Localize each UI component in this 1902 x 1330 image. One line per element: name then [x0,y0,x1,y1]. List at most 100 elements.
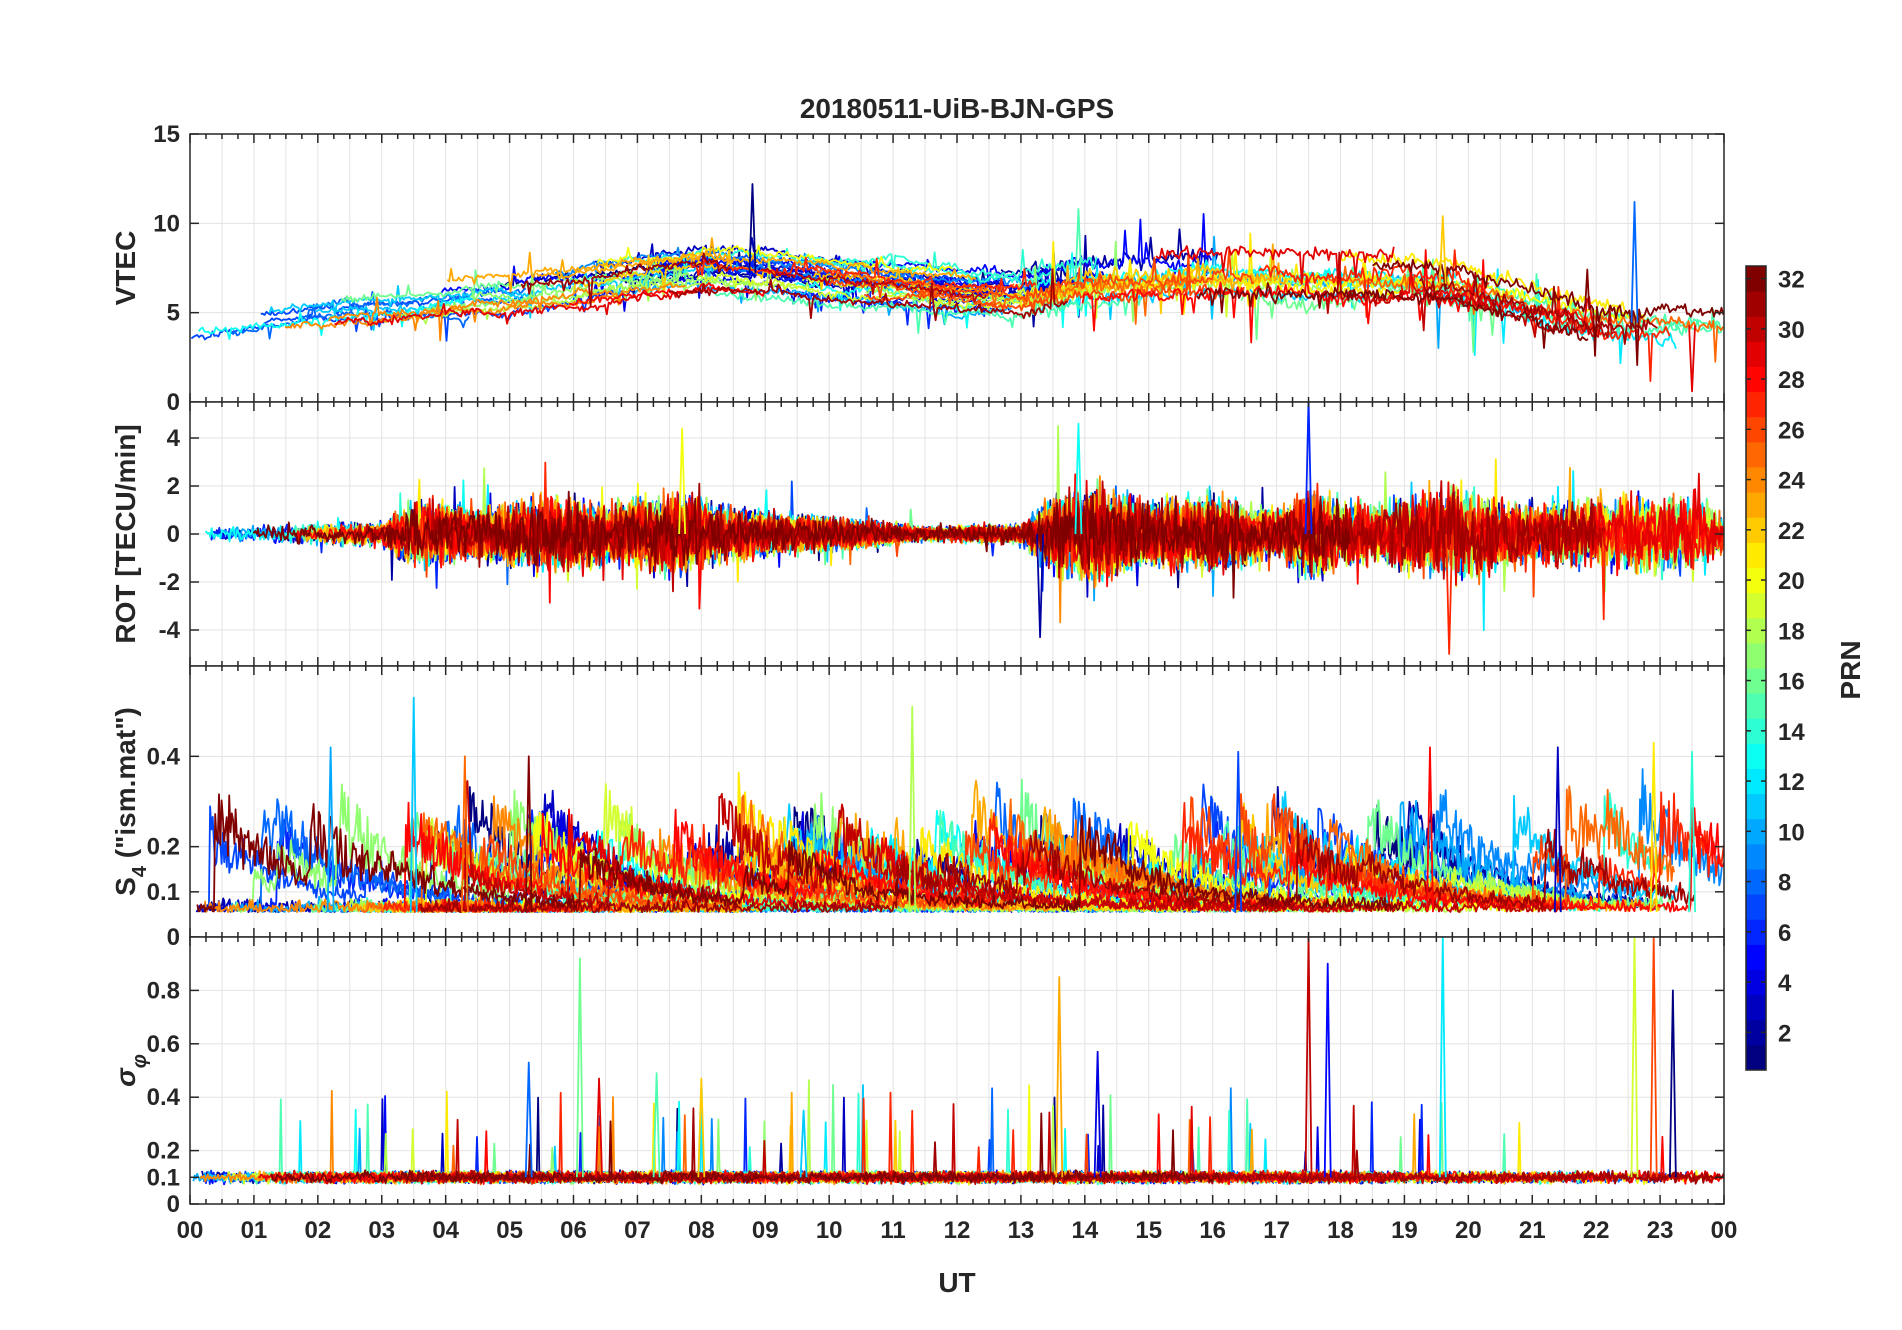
colorbar-bin [1746,467,1766,493]
series-prn-32 [196,793,1403,913]
colorbar-tick-label: 16 [1778,669,1805,696]
colorbar-bin [1746,919,1766,945]
series-prn-24 [328,281,686,342]
spike-peak [1553,746,1562,913]
y-tick-label: 0.2 [147,1138,180,1165]
spike-peak [1688,325,1696,393]
series-prn-32 [270,1112,1220,1185]
spike-peak [1074,422,1083,535]
colorbar-bin [1746,592,1766,619]
colorbar-bin [1746,1019,1766,1046]
x-tick-label: 00 [177,1217,204,1244]
colorbar-tick-label: 18 [1778,618,1805,645]
y-axis-label: S4 ("ism.mat") [110,707,151,896]
x-tick-label: 11 [880,1217,905,1244]
spike-peak [1630,200,1639,323]
y-tick-label: 0.8 [147,977,180,1004]
y-tick-label: 4 [167,425,181,452]
x-tick-label: 04 [432,1217,459,1244]
spike-peak [409,696,418,913]
panel-vtec: 0 5 10 15 VTEC [110,121,1725,416]
colorbar-bin [1746,743,1766,769]
spike-peak [460,755,469,913]
colorbar-bin [1746,416,1766,443]
spike-peak [1074,208,1083,282]
series-prn-14 [800,253,1098,308]
spike-peak [1438,937,1447,1178]
spike-peak [1438,215,1447,284]
spike-peak [524,755,533,913]
colorbar-bin [1746,391,1766,418]
panel-s4: 0 0.1 0.2 0.4S4 ("ism.mat") [110,665,1725,951]
figure-title: 20180511-UiB-BJN-GPS [800,93,1114,124]
series-prn-15 [714,287,1142,334]
colorbar-tick-label: 10 [1778,819,1805,846]
colorbar-tick-label: 4 [1778,970,1792,997]
series-prn-27 [1258,249,1490,318]
spike-peak [799,1109,808,1178]
x-tick-label: 20 [1455,1217,1482,1244]
spike-peak [1688,750,1696,913]
series-prn-32 [253,490,1351,599]
series-prn-25 [361,785,1675,914]
spike-peak [1304,937,1313,1178]
spike-peak [1426,746,1434,913]
colorbar-tick-label: 28 [1778,367,1805,394]
x-tick-label: 00 [1711,1217,1738,1244]
x-tick-label: 05 [496,1217,523,1244]
colorbar-tick-label: 24 [1778,468,1805,495]
colorbar-bin [1746,316,1766,342]
x-tick-label: 18 [1327,1217,1354,1244]
series-group [195,696,1724,914]
series-prn-31 [668,268,1069,322]
x-tick-label: 17 [1263,1217,1290,1244]
spike-peak [678,427,687,535]
x-tick-label: 07 [624,1217,651,1244]
x-axis-label: UT [938,1267,975,1298]
series-prn-28 [403,801,1724,913]
colorbar-bin [1746,266,1766,292]
x-tick-label: 22 [1583,1217,1610,1244]
x-tick-label: 09 [752,1217,779,1244]
series-prn-29 [1155,245,1395,286]
colorbar-tick-label: 6 [1778,920,1791,947]
y-tick-label: 10 [153,210,180,237]
y-tick-label: 0 [167,924,180,951]
spike-peak [1055,976,1064,1178]
y-tick-label: 0.4 [147,1084,181,1111]
series-prn-31 [1418,271,1658,345]
colorbar-bin [1746,793,1766,820]
series-prn-29 [334,286,728,326]
series-prn-28 [1081,249,1490,344]
colorbar-bin [1746,441,1766,468]
y-tick-label: 2 [167,473,180,500]
colorbar-bin [1746,693,1766,719]
x-tick-label: 23 [1647,1217,1674,1244]
colorbar-bin [1746,542,1766,568]
series-group [190,183,1724,393]
y-tick-label: 15 [153,121,180,148]
x-tick-label: 16 [1199,1217,1226,1244]
colorbar-tick-label: 30 [1778,317,1805,344]
colorbar-bin [1746,894,1766,920]
spike-peak [1323,962,1332,1178]
colorbar-bin [1746,969,1766,996]
spike-peak [652,1072,661,1178]
y-tick-label: 0 [167,521,180,548]
spike-peak [524,1061,533,1178]
y-tick-label: -4 [159,617,181,644]
series-prn-21 [1337,250,1626,313]
spike-peak [1668,989,1677,1178]
colorbar-bin [1746,843,1766,870]
y-tick-label: 0.2 [147,834,180,861]
colorbar-tick-label: 12 [1778,769,1805,796]
spike-peak [326,746,335,913]
series-prn-28 [569,282,766,307]
colorbar-bin [1746,291,1766,317]
colorbar-bin [1746,1044,1766,1071]
panel-rot: -4 -2 0 2 4 ROT [TECU/min] [110,401,1725,667]
spike-peak [1649,937,1658,1178]
y-axis-label: σφ [110,1054,151,1087]
colorbar-frame [1745,265,1767,1071]
colorbar-tick-label: 32 [1778,267,1805,294]
